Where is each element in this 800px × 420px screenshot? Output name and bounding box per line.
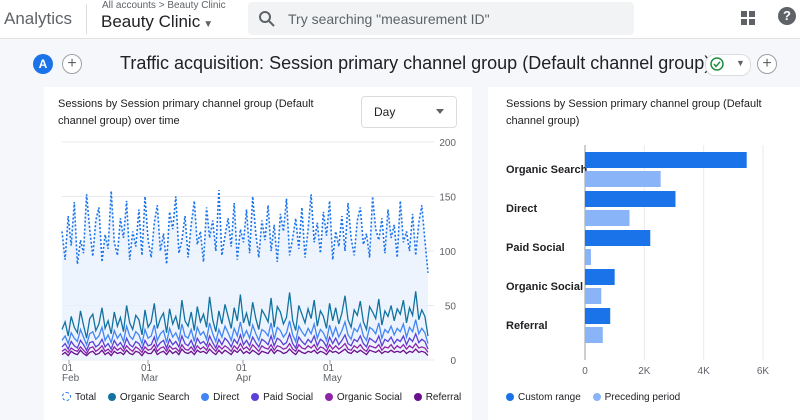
granularity-dropdown[interactable]: Day (361, 96, 457, 128)
bar-chart-title-1: Sessions by Session primary channel grou… (506, 98, 762, 110)
page-title: Traffic acquisition: Session primary cha… (120, 53, 711, 73)
legend-swatch (592, 393, 601, 401)
legend-item-custom-range[interactable]: Custom range (506, 392, 581, 403)
category-label: Direct (506, 203, 538, 215)
legend-label: Organic Social (336, 392, 402, 403)
apps-grid-icon[interactable] (740, 10, 756, 26)
bar-custom-range (585, 152, 747, 168)
chevron-down-icon: ▼ (736, 58, 745, 68)
bar-preceding-period (585, 327, 603, 343)
legend-swatch (251, 393, 260, 401)
line-chart-legend: Total Organic Search Direct Paid Social … (62, 392, 470, 403)
bar-preceding-period (585, 249, 591, 265)
category-label: Organic Social (506, 281, 583, 293)
add-comparison-button[interactable]: + (62, 54, 82, 74)
app-title[interactable]: Analytics (4, 9, 73, 28)
legend-swatch (107, 393, 116, 401)
legend-swatch (62, 392, 71, 401)
line-chart-title-1: Sessions by Session primary channel grou… (58, 98, 314, 110)
customize-report-button[interactable]: + (757, 54, 777, 74)
top-bar: Analytics All accounts > Beauty Clinic B… (0, 0, 800, 39)
legend-label: Paid Social (263, 392, 314, 403)
line-chart-title-2: channel group) over time (58, 115, 180, 127)
divider (86, 4, 87, 34)
bar-chart-title: Sessions by Session primary channel grou… (506, 96, 762, 130)
x-tick-label: 01 (141, 363, 153, 374)
legend-item-organic-social[interactable]: Organic Social (324, 392, 402, 403)
search-icon (259, 11, 275, 27)
legend-label: Organic Search (119, 392, 190, 403)
x-tick-label: Mar (141, 373, 159, 384)
series-line-organic-search (61, 291, 429, 339)
legend-label: Custom range (518, 392, 581, 403)
x-tick-label: 2K (638, 366, 651, 377)
property-selector[interactable]: Beauty Clinic ▼ (101, 12, 213, 32)
y-tick-label: 200 (439, 138, 456, 149)
x-tick-label: Feb (62, 373, 80, 384)
bar-preceding-period (585, 288, 602, 304)
x-tick-label: 0 (582, 366, 588, 377)
category-label: Referral (506, 320, 548, 332)
report-title-bar (0, 39, 800, 87)
x-tick-label: 6K (757, 366, 770, 377)
bar-custom-range (585, 308, 611, 324)
bar-preceding-period (585, 171, 661, 187)
y-tick-label: 150 (439, 193, 456, 204)
legend-item-preceding-period[interactable]: Preceding period (592, 392, 681, 403)
granularity-value: Day (374, 105, 396, 119)
check-circle-icon (710, 57, 724, 71)
comparison-avatar[interactable]: A (33, 54, 53, 74)
series-line-paid-social (61, 331, 429, 352)
caret-down-icon: ▼ (203, 19, 214, 30)
legend-label: Preceding period (604, 392, 681, 403)
legend-label: Direct (213, 392, 240, 403)
legend-item-organic-search[interactable]: Organic Search (107, 392, 190, 403)
bar-chart-title-2: channel group) (506, 115, 580, 127)
legend-item-paid-social[interactable]: Paid Social (251, 392, 313, 403)
bar-custom-range (585, 230, 651, 246)
series-line-referral (61, 347, 429, 357)
series-line-direct (61, 319, 429, 347)
y-tick-label: 50 (445, 302, 457, 313)
category-label: Paid Social (506, 242, 565, 254)
x-tick-label: 01 (62, 363, 74, 374)
series-line-organic-social (61, 342, 429, 355)
series-line-total (61, 189, 429, 273)
legend-swatch (506, 393, 514, 401)
x-tick-label: Apr (236, 373, 252, 384)
y-tick-label: 100 (439, 247, 456, 258)
x-tick-label: May (323, 373, 342, 384)
y-tick-label: 0 (450, 356, 456, 367)
search-bar[interactable]: Try searching "measurement ID" (248, 2, 634, 35)
caret-down-icon (436, 109, 444, 114)
legend-label: Referral (425, 392, 462, 403)
legend-item-total[interactable]: Total (62, 392, 96, 403)
x-tick-label: 01 (236, 363, 248, 374)
legend-label: Total (75, 392, 97, 403)
legend-swatch (413, 393, 422, 401)
legend-item-referral[interactable]: Referral (413, 392, 462, 403)
status-dropdown[interactable]: ▼ (705, 54, 751, 76)
category-label: Organic Search (506, 164, 588, 176)
legend-swatch (324, 393, 333, 401)
legend-swatch (201, 393, 210, 401)
bar-chart-legend: Custom range Preceding period (506, 392, 689, 403)
search-placeholder: Try searching "measurement ID" (288, 11, 490, 27)
line-chart-title: Sessions by Session primary channel grou… (58, 96, 314, 130)
breadcrumb[interactable]: All accounts > Beauty Clinic (102, 0, 226, 11)
bar-custom-range (585, 269, 615, 285)
help-icon[interactable]: ? (778, 7, 796, 25)
legend-item-direct[interactable]: Direct (201, 392, 239, 403)
property-name: Beauty Clinic (101, 12, 201, 31)
x-tick-label: 01 (323, 363, 335, 374)
bar-custom-range (585, 191, 676, 207)
bar-preceding-period (585, 210, 630, 226)
x-tick-label: 4K (698, 366, 711, 377)
